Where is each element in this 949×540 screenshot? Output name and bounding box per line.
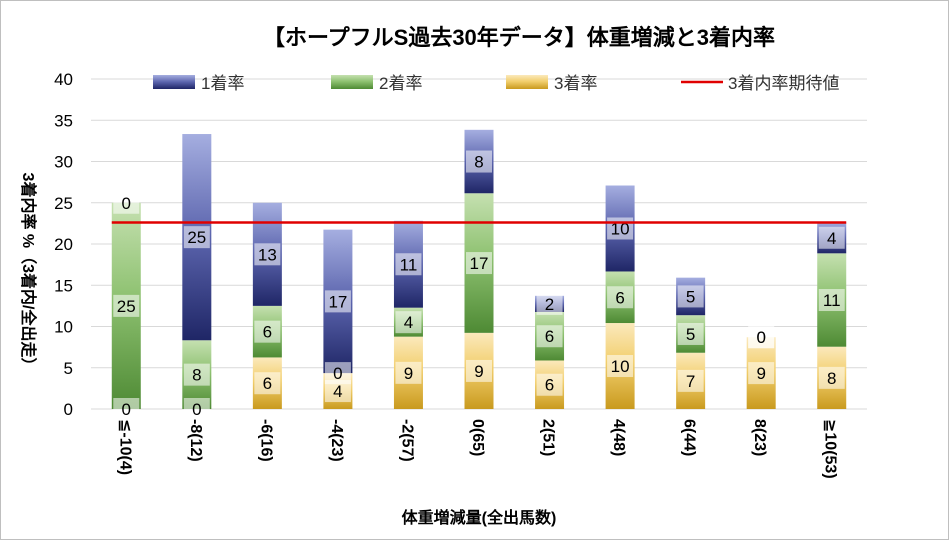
data-label-bg bbox=[183, 226, 210, 249]
x-tick-label: 6(44) bbox=[681, 419, 698, 456]
data-label-bg bbox=[113, 398, 140, 420]
data-label-bg bbox=[677, 369, 704, 392]
chart-title: 【ホープフルS過去30年データ】体重増減と3着内率 bbox=[263, 25, 775, 50]
data-label: 10 bbox=[611, 357, 630, 376]
data-label: 9 bbox=[474, 362, 483, 381]
x-tick-label: -2(57) bbox=[398, 419, 415, 462]
data-label-bg bbox=[254, 320, 281, 343]
x-tick-label: ≧10(53) bbox=[822, 419, 839, 479]
data-label-bg bbox=[395, 311, 422, 334]
data-label: 0 bbox=[333, 364, 342, 383]
data-label: 11 bbox=[823, 291, 841, 310]
data-label-bg bbox=[818, 366, 845, 389]
x-tick-label: -4(23) bbox=[328, 419, 345, 462]
y-tick-label: 10 bbox=[54, 318, 73, 337]
data-label-bg bbox=[607, 355, 634, 378]
data-label-bg bbox=[536, 373, 563, 396]
data-label: 8 bbox=[827, 369, 836, 388]
legend-label: 2着率 bbox=[379, 74, 422, 93]
data-label-bg bbox=[183, 398, 210, 420]
legend-label: 3着内率期待値 bbox=[728, 74, 839, 93]
x-tick-label: -6(16) bbox=[257, 419, 274, 462]
data-label-bg bbox=[536, 292, 563, 315]
data-label: 5 bbox=[686, 287, 695, 306]
data-label: 7 bbox=[686, 372, 695, 391]
data-label-bg bbox=[607, 286, 634, 309]
legend-label: 3着率 bbox=[554, 74, 597, 93]
data-label-bg bbox=[395, 361, 422, 384]
x-tick-label: 2(51) bbox=[540, 419, 557, 456]
data-label: 0 bbox=[122, 400, 131, 419]
data-label-bg bbox=[183, 363, 210, 386]
data-label: 2 bbox=[545, 295, 554, 314]
data-label-bg bbox=[324, 380, 351, 403]
y-tick-label: 25 bbox=[54, 194, 73, 213]
data-label: 17 bbox=[470, 254, 489, 273]
data-label-bg bbox=[677, 285, 704, 308]
x-tick-label: ≦-10(4) bbox=[116, 419, 133, 475]
data-label-bg bbox=[818, 289, 845, 312]
data-label: 6 bbox=[545, 376, 554, 395]
data-label-bg bbox=[677, 322, 704, 345]
x-axis-ticks: ≦-10(4) -8(12) -6(16) -4(23) -2(57) 0(65) 2(51… bbox=[116, 419, 838, 479]
legend-swatch bbox=[153, 75, 195, 89]
data-label: 8 bbox=[192, 366, 201, 385]
data-label: 8 bbox=[474, 153, 483, 172]
data-label: 25 bbox=[187, 228, 206, 247]
y-tick-label: 0 bbox=[64, 400, 73, 419]
x-tick-label: 0(65) bbox=[469, 419, 486, 456]
data-labels: 0250082566134017941191786621061075590081… bbox=[113, 150, 845, 420]
y-tick-label: 40 bbox=[54, 70, 73, 89]
data-label: 9 bbox=[756, 364, 765, 383]
y-tick-label: 30 bbox=[54, 153, 73, 172]
data-label: 13 bbox=[258, 245, 277, 264]
data-label: 6 bbox=[263, 323, 272, 342]
data-label-bg bbox=[466, 150, 492, 173]
data-label-bg bbox=[536, 325, 563, 348]
data-label: 25 bbox=[117, 297, 136, 316]
data-label-bg bbox=[466, 252, 492, 275]
y-tick-label: 35 bbox=[54, 111, 73, 130]
data-label: 0 bbox=[756, 328, 765, 347]
data-label: 4 bbox=[404, 313, 413, 332]
y-tick-label: 5 bbox=[64, 359, 73, 378]
y-axis-ticks: 0 5 10 15 20 25 30 35 40 bbox=[54, 70, 73, 419]
data-label: 6 bbox=[615, 288, 624, 307]
data-label: 6 bbox=[545, 327, 554, 346]
data-label-bg bbox=[113, 191, 140, 214]
data-label-bg bbox=[818, 226, 845, 249]
data-label-bg bbox=[395, 253, 422, 276]
data-label: 4 bbox=[827, 229, 836, 248]
data-label: 11 bbox=[400, 255, 418, 274]
data-label-bg bbox=[254, 243, 281, 266]
legend-swatch bbox=[331, 75, 373, 89]
data-label-bg bbox=[748, 326, 775, 349]
data-label-bg bbox=[748, 362, 775, 385]
y-tick-label: 20 bbox=[54, 235, 73, 254]
x-tick-label: 4(48) bbox=[610, 419, 627, 456]
data-label-bg bbox=[254, 372, 281, 395]
data-label-bg bbox=[466, 359, 492, 382]
y-tick-label: 15 bbox=[54, 276, 73, 295]
x-tick-label: 8(23) bbox=[751, 419, 768, 456]
data-label: 0 bbox=[192, 400, 201, 419]
data-label-bg bbox=[324, 290, 351, 313]
x-axis-title: 体重増減量(全出馬数) bbox=[402, 508, 557, 527]
y-axis-title: 3着内率 %（3着内/全出走） bbox=[19, 173, 38, 374]
legend-swatch bbox=[506, 75, 548, 89]
data-label: 17 bbox=[328, 292, 347, 311]
data-label: 9 bbox=[404, 364, 413, 383]
data-label: 5 bbox=[686, 325, 695, 344]
legend: 1着率 2着率 3着率 3着内率期待値 bbox=[153, 74, 839, 93]
x-tick-label: -8(12) bbox=[187, 419, 204, 462]
data-label: 4 bbox=[333, 382, 342, 401]
data-label: 6 bbox=[263, 374, 272, 393]
data-label-bg bbox=[113, 294, 140, 317]
data-label: 0 bbox=[122, 194, 131, 213]
data-label-bg bbox=[324, 362, 351, 385]
legend-label: 1着率 bbox=[201, 74, 244, 93]
data-label: 10 bbox=[611, 219, 630, 238]
